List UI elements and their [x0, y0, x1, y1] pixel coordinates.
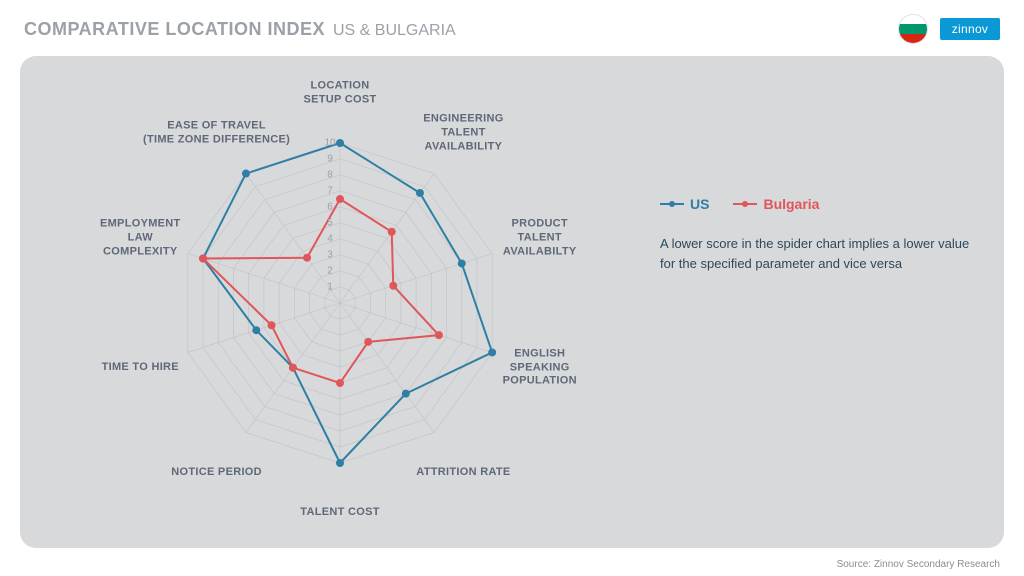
legend-area: US Bulgaria A lower score in the spider … [660, 196, 980, 273]
title-sub: US & BULGARIA [333, 22, 456, 40]
title-main: COMPARATIVE LOCATION INDEX [24, 19, 325, 40]
scale-tick: 6 [327, 202, 333, 213]
zinnov-logo: zinnov [940, 18, 1000, 40]
scale-tick: 7 [327, 186, 333, 197]
axis-label: PRODUCT TALENT AVAILABILTY [503, 217, 577, 258]
legend-marker-bulgaria [733, 198, 757, 210]
legend-label-bulgaria: Bulgaria [763, 196, 819, 212]
axis-label: TIME TO HIRE [102, 361, 179, 375]
scale-tick: 4 [327, 234, 333, 245]
axis-label: NOTICE PERIOD [171, 466, 262, 480]
axis-label: ATTRITION RATE [416, 466, 510, 480]
source-text: Source: Zinnov Secondary Research [837, 559, 1000, 570]
legend-item-bulgaria: Bulgaria [733, 196, 819, 212]
axis-label: ENGLISH SPEAKING POPULATION [503, 347, 577, 388]
axis-label: TALENT COST [300, 506, 379, 520]
scale-tick: 10 [324, 138, 335, 149]
legend-row: US Bulgaria [660, 196, 980, 212]
chart-panel: 1 2 3 4 5 6 7 8 9 10 LOCATION SETUP COST ENGINEERIN… [20, 56, 1004, 548]
scale-tick: 2 [327, 266, 333, 277]
scale-tick: 1 [327, 282, 333, 293]
legend-marker-us [660, 198, 684, 210]
axis-label: ENGINEERING TALENT AVAILABILITY [423, 112, 503, 153]
scale-tick: 8 [327, 170, 333, 181]
header-right: zinnov [898, 14, 1000, 44]
scale-tick: 3 [327, 250, 333, 261]
scale-tick: 5 [327, 218, 333, 229]
title-block: COMPARATIVE LOCATION INDEX US & BULGARIA [24, 19, 456, 40]
axis-label: EASE OF TRAVEL (TIME ZONE DIFFERENCE) [143, 119, 290, 147]
bulgaria-flag-icon [898, 14, 928, 44]
chart-note: A lower score in the spider chart implie… [660, 234, 980, 273]
axis-label: LOCATION SETUP COST [303, 79, 376, 107]
legend-label-us: US [690, 196, 709, 212]
radar-chart: 1 2 3 4 5 6 7 8 9 10 LOCATION SETUP COST ENGINEERIN… [40, 68, 600, 528]
page-header: COMPARATIVE LOCATION INDEX US & BULGARIA… [24, 14, 1000, 44]
scale-tick: 9 [327, 154, 333, 165]
axis-label: EMPLOYMENT LAW COMPLEXITY [100, 217, 181, 258]
legend-item-us: US [660, 196, 709, 212]
